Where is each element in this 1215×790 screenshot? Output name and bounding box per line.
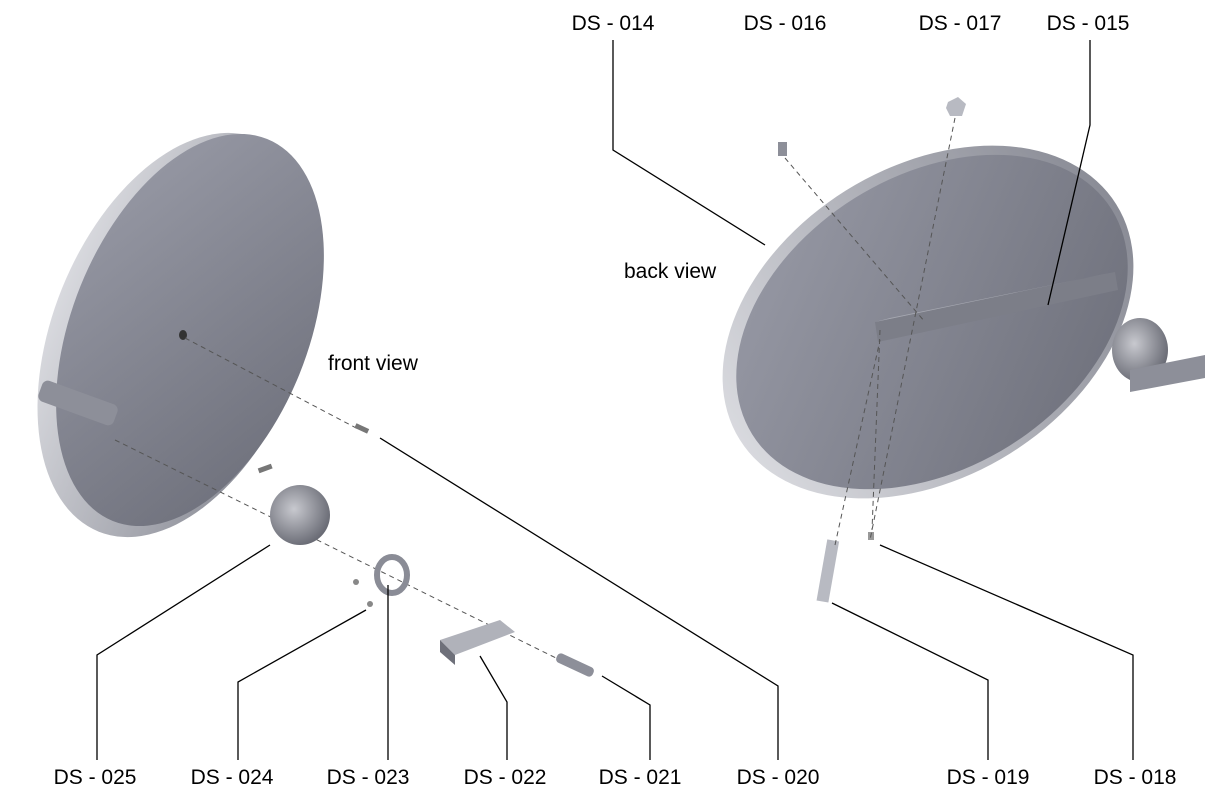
view-label: back view (624, 260, 717, 283)
part-label: DS - 023 (327, 766, 410, 789)
part-label: DS - 025 (54, 766, 137, 789)
part-label: DS - 017 (919, 12, 1002, 35)
part-label: DS - 016 (744, 12, 827, 35)
view-label: front view (328, 352, 419, 375)
part-label: DS - 022 (464, 766, 547, 789)
leader-lines (96, 40, 1134, 760)
part-label: DS - 018 (1094, 766, 1177, 789)
part-label: DS - 014 (572, 12, 655, 35)
part-label: DS - 019 (947, 766, 1030, 789)
part-label: DS - 021 (599, 766, 682, 789)
part-label: DS - 020 (737, 766, 820, 789)
top-labels: DS - 014 DS - 016 DS - 017 DS - 015 (572, 12, 1130, 35)
back-disc (722, 97, 1205, 603)
part-label: DS - 015 (1047, 12, 1130, 35)
part-label: DS - 024 (191, 766, 274, 789)
front-parts (114, 337, 594, 677)
bottom-labels: DS - 025 DS - 024 DS - 023 DS - 022 DS - 021… (54, 766, 1177, 789)
front-disc (37, 132, 324, 538)
